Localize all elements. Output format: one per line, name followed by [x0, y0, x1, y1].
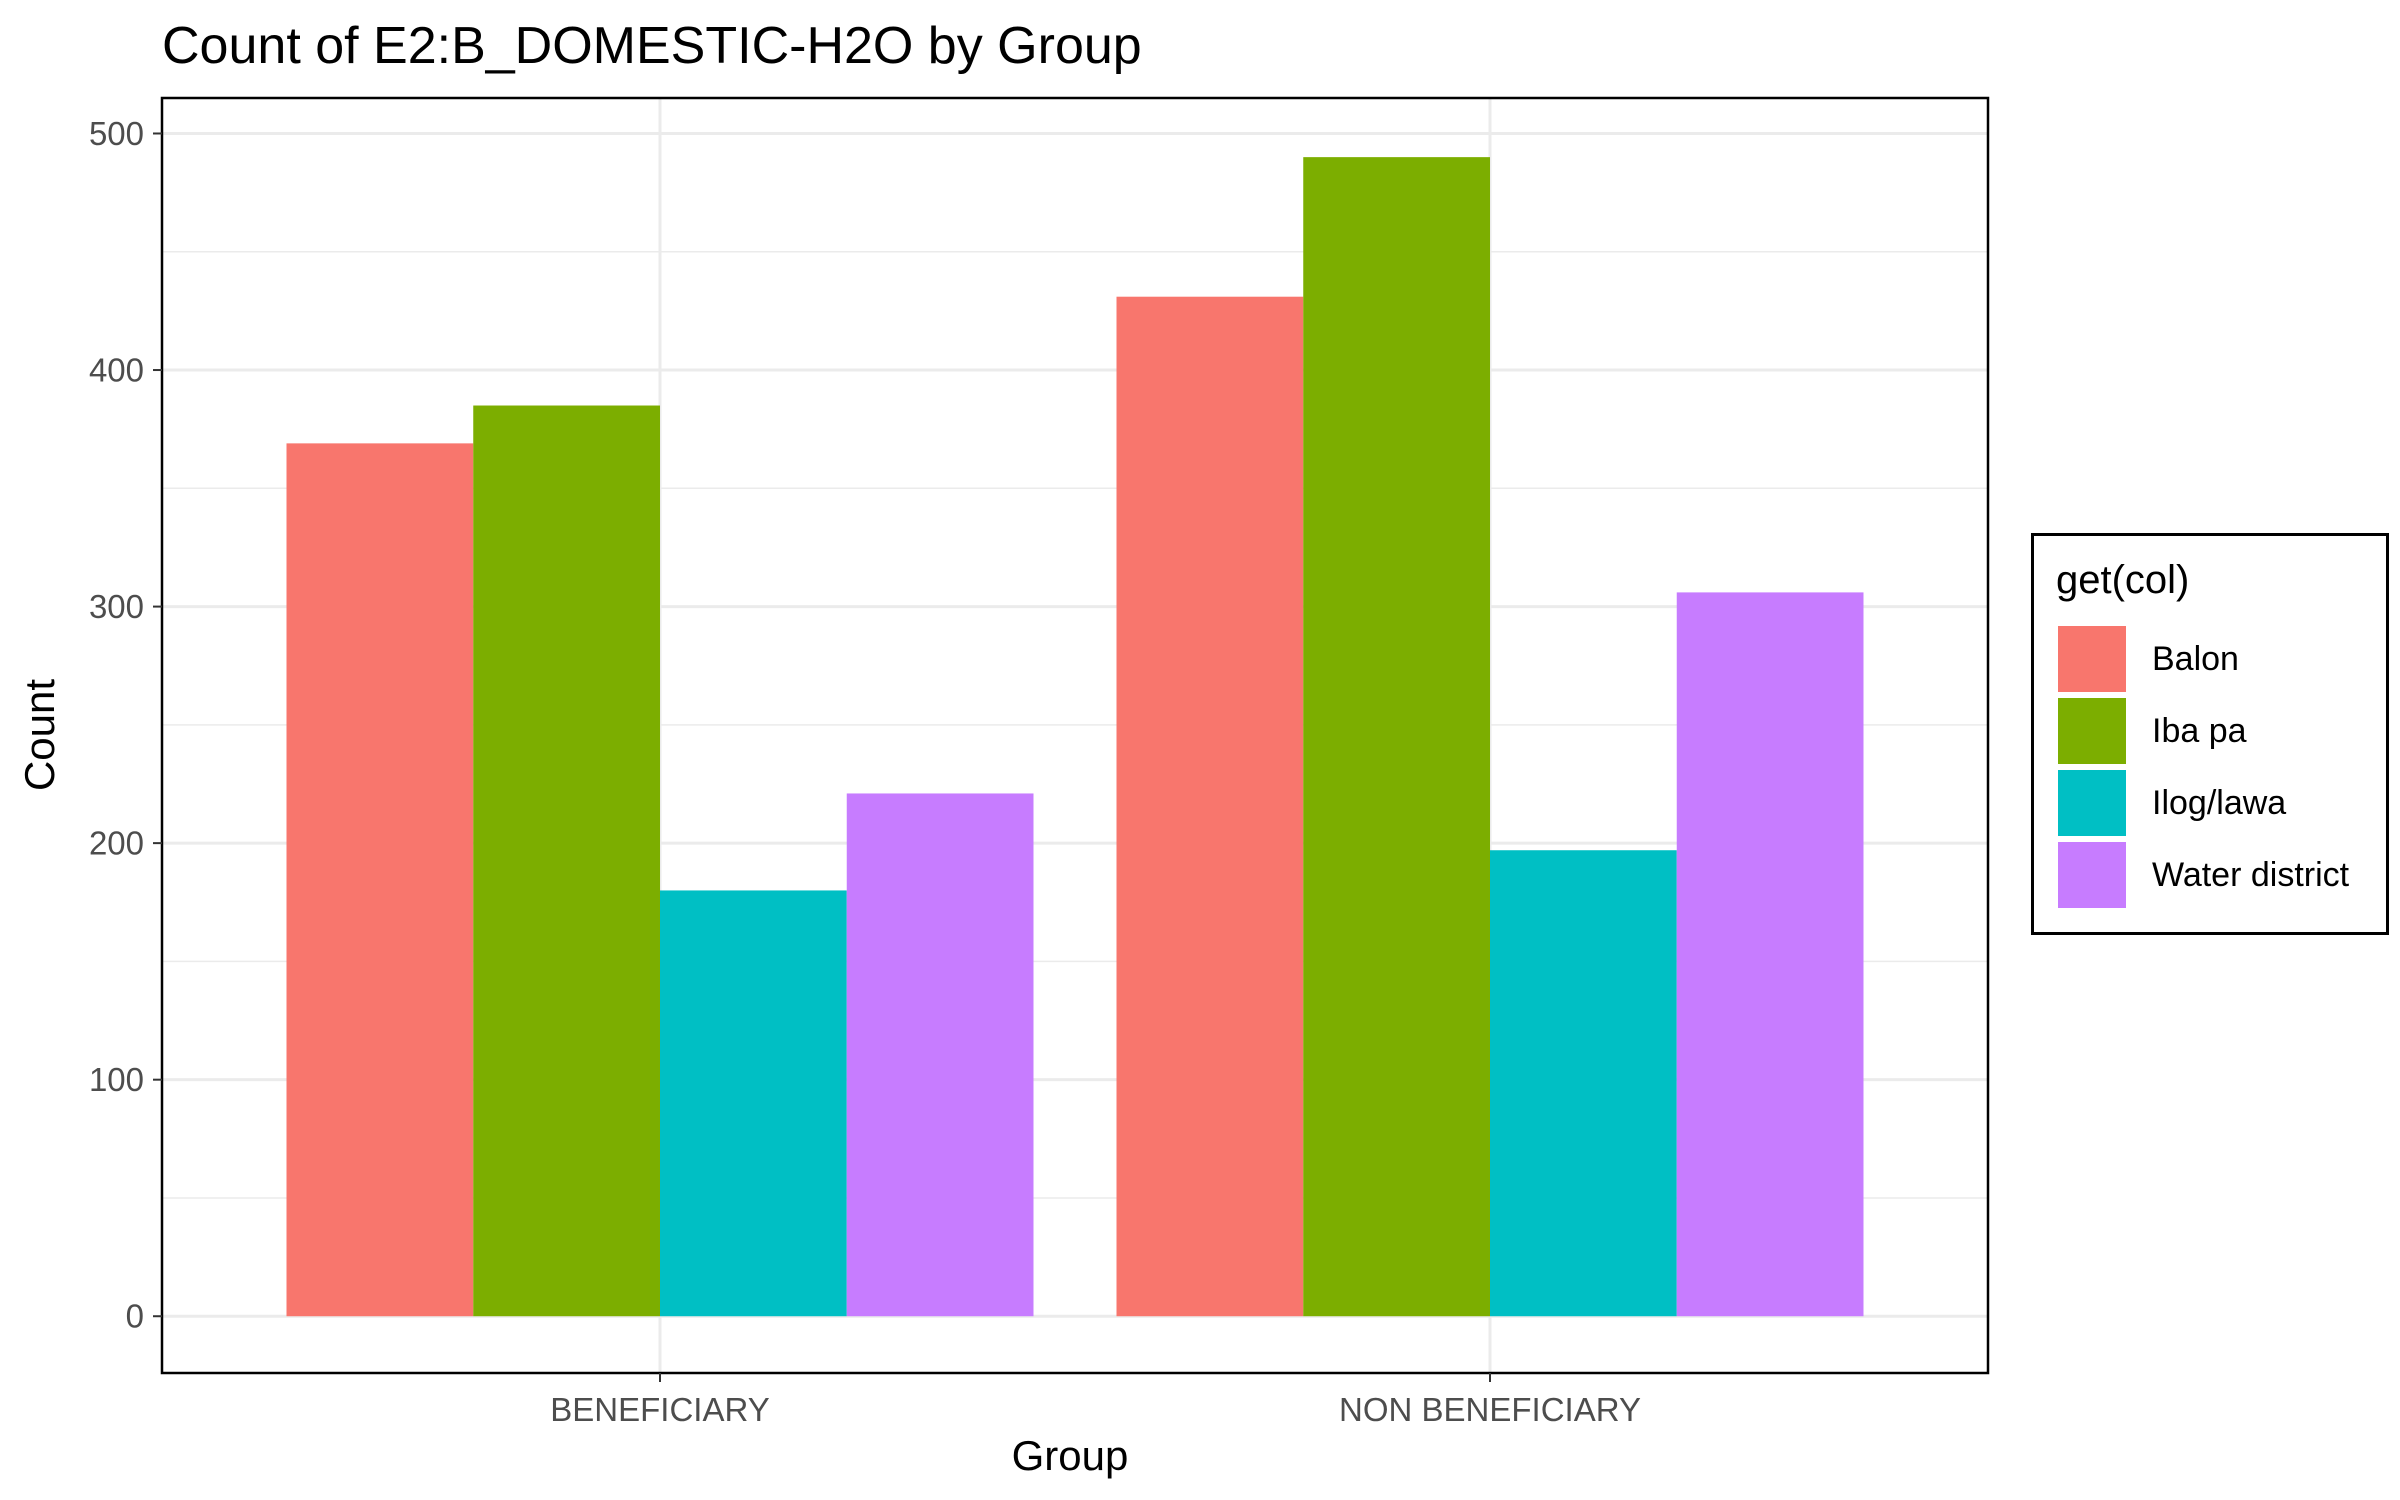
legend-item: Water district — [2058, 842, 2378, 910]
bar — [846, 793, 1034, 1317]
legend-key-swatch — [2058, 626, 2126, 692]
y-tick-label: 300 — [89, 588, 144, 625]
y-tick-label: 400 — [89, 352, 144, 389]
plot-panel-border — [160, 96, 1990, 1375]
bar — [1303, 157, 1490, 1317]
legend-label: Water district — [2152, 856, 2350, 894]
legend-key-swatch — [2058, 770, 2126, 836]
legend: get(col) Balon Iba pa Ilog/lawa Water distr… — [2031, 533, 2389, 935]
x-tick-label: NON BENEFICIARY — [1339, 1391, 1641, 1428]
y-tick-label: 200 — [89, 825, 144, 862]
legend-item: Ilog/lawa — [2058, 770, 2378, 838]
bar — [473, 405, 660, 1317]
x-axis-ticks: BENEFICIARY NON BENEFICIARY — [550, 1373, 1641, 1428]
chart-title: Count of E2:B_DOMESTIC-H2O by Group — [162, 17, 1142, 75]
y-tick-label: 500 — [89, 115, 144, 152]
legend-item: Balon — [2058, 626, 2378, 694]
legend-item: Iba pa — [2058, 698, 2378, 766]
bar — [286, 443, 474, 1317]
bar — [660, 890, 847, 1317]
legend-key-swatch — [2058, 698, 2126, 764]
y-axis-label: Count — [16, 678, 63, 792]
bar — [1490, 850, 1677, 1317]
y-axis-ticks: 0 100 200 300 400 500 — [89, 115, 162, 1335]
x-axis-label: Group — [1011, 1432, 1129, 1479]
x-tick-label: BENEFICIARY — [550, 1391, 769, 1428]
legend-label: Iba pa — [2152, 712, 2247, 750]
legend-label: Ilog/lawa — [2152, 784, 2287, 822]
y-tick-label: 100 — [89, 1061, 144, 1098]
legend-key-swatch — [2058, 842, 2126, 908]
legend-title: get(col) — [2056, 558, 2190, 602]
bar — [1676, 592, 1864, 1317]
bar — [1116, 296, 1304, 1317]
y-tick-label: 0 — [126, 1298, 144, 1335]
legend-label: Balon — [2152, 640, 2239, 678]
bars — [286, 157, 1864, 1317]
